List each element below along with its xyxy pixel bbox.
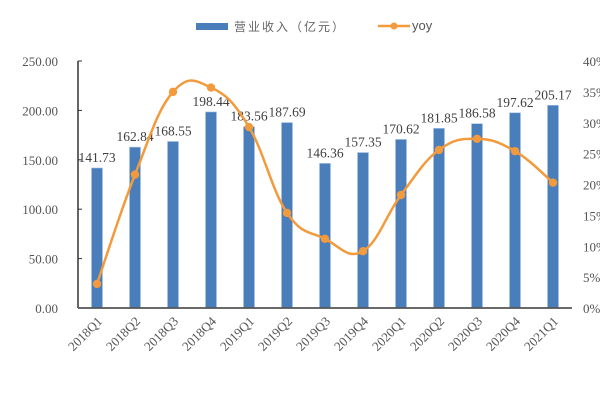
x-tick-label: 2019Q3: [293, 314, 333, 354]
revenue-bar: [547, 104, 559, 309]
bar-value-label: 197.62: [496, 95, 533, 110]
legend-bar-swatch: [196, 23, 228, 30]
bar-value-label: 187.69: [268, 105, 305, 120]
yoy-point: [206, 83, 216, 92]
legend-item-yoy: yoy: [378, 18, 432, 33]
x-tick-label: 2019Q1: [217, 314, 257, 354]
bar-value-label: 157.35: [344, 135, 381, 150]
x-tick-label: 2018Q3: [141, 314, 181, 354]
x-tick-label: 2020Q2: [407, 314, 447, 354]
yoy-point: [244, 122, 254, 132]
x-tick-label: 2018Q1: [65, 314, 105, 354]
right-tick-label: 40%: [583, 54, 600, 69]
yoy-point: [92, 279, 102, 289]
yoy-point: [396, 190, 406, 200]
yoy-point: [320, 234, 330, 244]
bar-value-label: 170.62: [382, 121, 419, 136]
left-tick-label: 150.00: [22, 153, 58, 168]
x-tick-label: 2019Q4: [331, 313, 372, 354]
x-tick-label: 2021Q1: [521, 314, 561, 354]
yoy-point: [548, 178, 558, 187]
axes-lines: [77, 61, 572, 309]
legend-item-revenue: 营业收入（亿元）: [196, 18, 346, 35]
x-axis-labels: 2018Q12018Q22018Q32018Q42019Q12019Q22019…: [65, 313, 561, 354]
revenue-bar: [395, 139, 407, 309]
bar-value-label: 183.56: [230, 109, 267, 124]
yoy-point: [472, 134, 482, 144]
x-tick-label: 2020Q3: [445, 314, 485, 354]
right-tick-label: 20%: [583, 178, 600, 193]
x-tick-label: 2020Q4: [483, 313, 524, 354]
bar-value-label: 198.44: [192, 94, 229, 109]
revenue-bar: [243, 126, 255, 309]
right-tick-label: 25%: [583, 147, 600, 162]
bar-value-label: 146.36: [306, 145, 343, 160]
x-tick-label: 2020Q1: [369, 314, 409, 354]
right-tick-label: 5%: [583, 270, 600, 285]
revenue-bar: [509, 112, 521, 309]
left-tick-label: 50.00: [29, 252, 58, 267]
yoy-line: [92, 79, 558, 289]
yoy-point: [434, 145, 444, 155]
right-tick-label: 10%: [583, 239, 600, 254]
legend-label-yoy: yoy: [412, 18, 433, 33]
bar-value-label: 205.17: [534, 87, 571, 102]
legend: 营业收入（亿元） yoy: [0, 18, 600, 38]
revenue-bar: [205, 111, 217, 309]
x-tick-label: 2019Q2: [255, 314, 295, 354]
revenue-bar: [167, 141, 179, 309]
bar-value-label: 162.84: [116, 129, 153, 144]
bar-value-label: 168.55: [154, 123, 191, 138]
x-tick-label: 2018Q2: [103, 314, 143, 354]
right-tick-label: 0%: [583, 301, 600, 316]
legend-line-swatch: [378, 22, 410, 29]
bar-value-label: 181.85: [420, 110, 457, 125]
yoy-point: [510, 146, 520, 156]
left-axis: 0.00 50.00 100.00 150.00 200.00 250.00: [22, 54, 82, 316]
revenue-bar: [433, 128, 445, 309]
revenue-bar: [471, 123, 483, 309]
left-tick-label: 0.00: [35, 301, 58, 316]
yoy-point: [168, 87, 178, 97]
yoy-point: [358, 246, 368, 256]
left-tick-label: 100.00: [22, 202, 58, 217]
legend-label-revenue: 营业收入（亿元）: [234, 20, 347, 34]
revenue-bar: [357, 152, 369, 309]
right-tick-label: 15%: [583, 208, 600, 223]
right-tick-label: 35%: [583, 85, 600, 100]
right-axis: 0% 5% 10% 15% 20% 25% 30% 35% 40%: [583, 54, 600, 316]
yoy-point: [130, 170, 140, 179]
yoy-point: [282, 208, 292, 218]
left-tick-label: 250.00: [22, 54, 58, 69]
right-tick-label: 30%: [583, 116, 600, 131]
left-tick-label: 200.00: [22, 103, 58, 118]
bar-value-label: 186.58: [458, 106, 495, 121]
x-tick-label: 2018Q4: [179, 313, 220, 354]
bar-value-label: 141.73: [78, 150, 115, 165]
